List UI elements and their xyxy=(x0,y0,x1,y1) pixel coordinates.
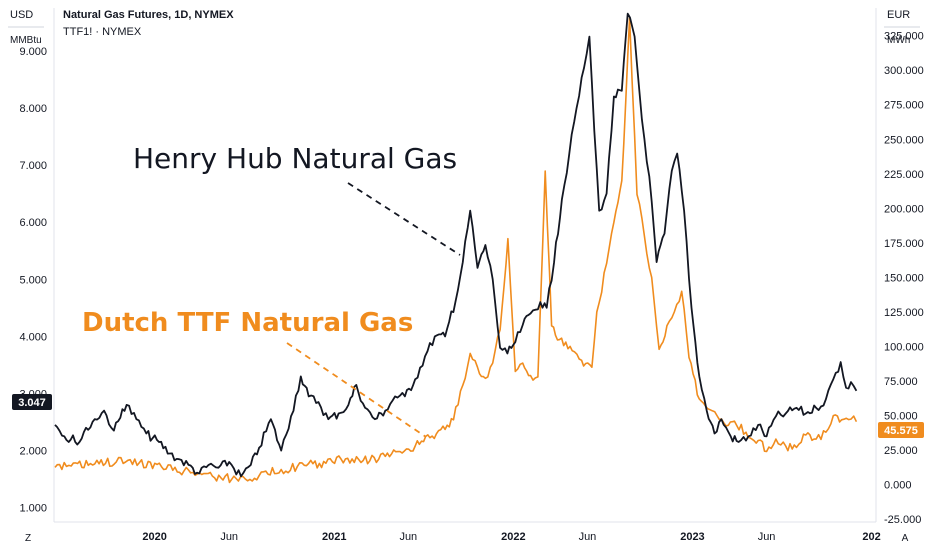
auto-scale-right-bg[interactable] xyxy=(895,529,915,545)
left-axis-tick-label: 6.000 xyxy=(19,217,47,229)
right-axis-tick-label: 225.000 xyxy=(884,169,924,181)
series-line-henry-hub xyxy=(54,12,858,478)
left-unit-bottom: MMBtu xyxy=(10,35,42,46)
series-line-dutch-ttf xyxy=(54,16,858,484)
chart-subtitle: TTF1! · NYMEX xyxy=(63,26,142,38)
right-axis-tick-label: 100.000 xyxy=(884,342,924,354)
time-axis-tick-label: Jun xyxy=(220,531,238,543)
last-value-badge-dutch-ttf-bg xyxy=(878,422,924,438)
left-unit-top: USD xyxy=(10,9,33,21)
time-axis-tick-label: Jun xyxy=(758,531,776,543)
time-axis-tick-label: 2020 xyxy=(142,531,166,543)
left-axis-tick-label: 9.000 xyxy=(19,46,47,58)
auto-scale-right-label[interactable]: A xyxy=(902,533,909,544)
left-price-axis: 1.0002.0003.0004.0005.0006.0007.0008.000… xyxy=(19,46,47,515)
right-axis-tick-label: 175.000 xyxy=(884,238,924,250)
time-axis-tick-label: 2022 xyxy=(501,531,525,543)
left-axis-tick-label: 8.000 xyxy=(19,103,47,115)
time-axis: 2020 Jun 2021 Jun 2022 Jun 2023 Jun 202 xyxy=(142,531,880,543)
left-axis-tick-label: 4.000 xyxy=(19,331,47,343)
right-axis-tick-label: 250.000 xyxy=(884,134,924,146)
auto-scale-left-button[interactable]: Z xyxy=(18,529,38,545)
last-value-dutch-ttf: 45.575 xyxy=(884,425,918,437)
auto-scale-left-label[interactable]: Z xyxy=(25,533,31,544)
right-axis-tick-label: 25.000 xyxy=(884,445,918,457)
annotation-dutch-ttf-pointer xyxy=(286,342,427,438)
right-price-axis: -25.000 0.000 25.000 50.000 75.000 100.000 125… xyxy=(884,31,924,527)
left-axis-tick-label: 2.000 xyxy=(19,446,47,458)
right-unit-top: EUR xyxy=(887,9,910,21)
right-axis-tick-label: 50.000 xyxy=(884,411,918,423)
time-axis-tick-label: 2023 xyxy=(680,531,704,543)
right-axis-tick-label: 300.000 xyxy=(884,65,924,77)
right-axis-tick-label: 0.000 xyxy=(884,480,912,492)
time-axis-tick-label: Jun xyxy=(399,531,417,543)
annotation-henry-hub: Henry Hub Natural Gas xyxy=(133,142,461,256)
last-value-badge-dutch-ttf: 45.575 xyxy=(878,422,924,438)
time-axis-tick-label: 2021 xyxy=(322,531,346,543)
annotation-dutch-ttf: Dutch TTF Natural Gas xyxy=(82,308,427,438)
time-axis-tick-label: Jun xyxy=(579,531,597,543)
right-axis-tick-label: 125.000 xyxy=(884,307,924,319)
left-axis-tick-label: 5.000 xyxy=(19,274,47,286)
time-axis-tick-label: 202 xyxy=(862,531,880,543)
annotation-henry-hub-label: Henry Hub Natural Gas xyxy=(133,142,457,175)
right-axis-tick-label: 75.000 xyxy=(884,376,918,388)
last-value-badge-henry-hub-bg xyxy=(12,394,52,410)
right-axis-tick-label: 150.000 xyxy=(884,272,924,284)
annotation-dutch-ttf-label: Dutch TTF Natural Gas xyxy=(82,308,413,338)
annotation-henry-hub-pointer xyxy=(347,182,461,256)
right-axis-tick-label: 200.000 xyxy=(884,203,924,215)
right-unit-bottom: MWh xyxy=(887,35,910,46)
left-axis-tick-label: 1.000 xyxy=(19,503,47,515)
right-axis-tick-label: -25.000 xyxy=(884,514,921,526)
right-axis-tick-label: 325.000 xyxy=(884,31,924,43)
last-value-badge-henry-hub: 3.047 xyxy=(12,394,52,410)
right-axis-tick-label: 275.000 xyxy=(884,100,924,112)
auto-scale-right-button[interactable]: A xyxy=(895,529,915,545)
chart-title: Natural Gas Futures, 1D, NYMEX xyxy=(63,9,234,21)
left-axis-tick-label: 7.000 xyxy=(19,160,47,172)
last-value-henry-hub: 3.047 xyxy=(18,397,46,409)
auto-scale-left-bg[interactable] xyxy=(18,529,38,545)
chart-header: USD MMBtu Natural Gas Futures, 1D, NYMEX… xyxy=(8,9,920,46)
